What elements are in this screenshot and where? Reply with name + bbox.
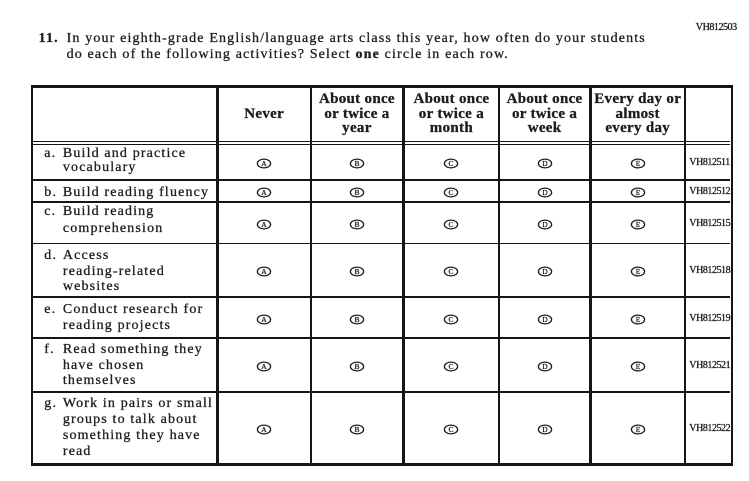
svg-text:A: A (261, 362, 267, 371)
svg-text:D: D (542, 362, 548, 371)
svg-text:B: B (354, 188, 359, 197)
svg-text:C: C (449, 362, 454, 371)
svg-text:A: A (261, 267, 267, 276)
svg-text:C: C (449, 315, 454, 324)
svg-text:B: B (354, 220, 359, 229)
svg-text:C: C (449, 267, 454, 276)
svg-text:C: C (449, 188, 454, 197)
svg-text:C: C (449, 159, 454, 168)
svg-text:C: C (449, 425, 454, 434)
svg-text:B: B (354, 267, 359, 276)
svg-text:E: E (635, 362, 640, 371)
svg-text:D: D (542, 159, 548, 168)
svg-text:E: E (635, 425, 640, 434)
svg-text:A: A (261, 315, 267, 324)
svg-text:B: B (354, 425, 359, 434)
svg-text:B: B (354, 159, 359, 168)
svg-text:A: A (261, 220, 267, 229)
svg-text:D: D (542, 267, 548, 276)
svg-text:D: D (542, 220, 548, 229)
svg-text:E: E (635, 220, 640, 229)
svg-text:A: A (261, 159, 267, 168)
svg-text:E: E (635, 188, 640, 197)
svg-text:D: D (542, 425, 548, 434)
svg-text:D: D (542, 315, 548, 324)
svg-text:E: E (635, 267, 640, 276)
svg-text:E: E (635, 159, 640, 168)
svg-text:A: A (261, 188, 267, 197)
svg-text:A: A (261, 425, 267, 434)
svg-text:C: C (449, 220, 454, 229)
svg-text:E: E (635, 315, 640, 324)
svg-text:D: D (542, 188, 548, 197)
svg-text:B: B (354, 315, 359, 324)
svg-text:B: B (354, 362, 359, 371)
